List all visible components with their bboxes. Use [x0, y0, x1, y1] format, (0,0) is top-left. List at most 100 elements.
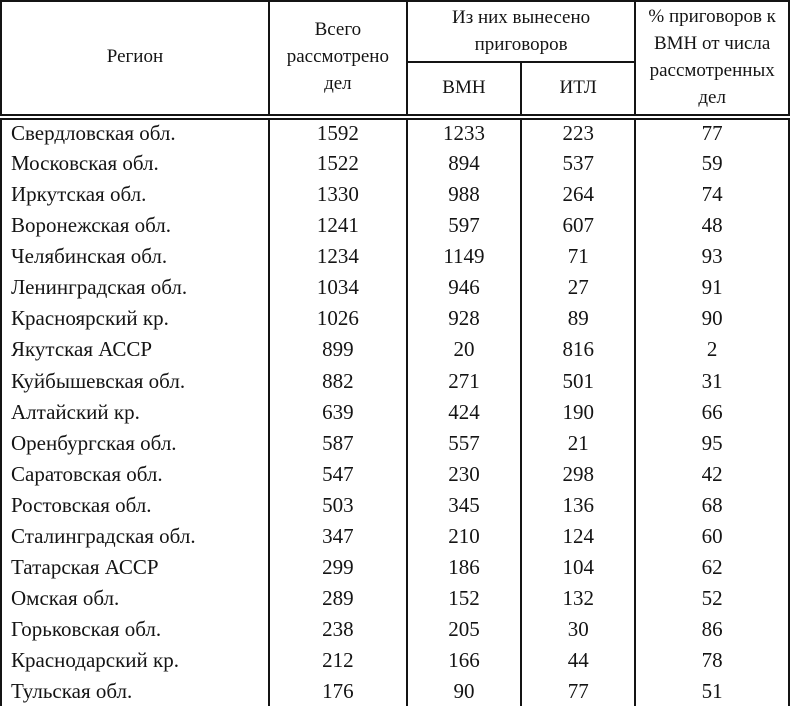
vmn-cell: 210 — [405, 521, 523, 553]
total-cases-cell: 1026 — [267, 303, 408, 335]
table-row: Иркутская обл. 1330 988 264 74 — [0, 179, 790, 211]
region-cell: Свердловская обл. — [0, 116, 270, 148]
itl-cell: 607 — [520, 210, 637, 242]
region-cell: Красноярский кр. — [0, 303, 270, 335]
itl-cell: 27 — [520, 272, 637, 304]
table-row: Ленинградская обл. 1034 946 27 91 — [0, 272, 790, 304]
total-cases-cell: 238 — [267, 614, 408, 646]
vmn-cell: 230 — [405, 458, 523, 490]
itl-cell: 77 — [520, 676, 637, 706]
table-header: Регион Всего рассмотрено дел Из них выне… — [0, 1, 790, 120]
total-cases-cell: 587 — [267, 427, 408, 459]
region-cell: Татарская АССР — [0, 552, 270, 584]
region-cell: Саратовская обл. — [0, 458, 270, 490]
table-row: Татарская АССР 299 186 104 62 — [0, 552, 790, 584]
region-cell: Куйбышевская обл. — [0, 365, 270, 397]
col-header-percent: % приговоров к ВМН от числа рассмотренны… — [634, 1, 790, 120]
vmn-cell: 1233 — [405, 116, 523, 148]
vmn-cell: 90 — [405, 676, 523, 706]
itl-cell: 132 — [520, 583, 637, 615]
total-cases-cell: 347 — [267, 521, 408, 553]
table-row: Челябинская обл. 1234 1149 71 93 — [0, 241, 790, 273]
table-row: Красноярский кр. 1026 928 89 90 — [0, 303, 790, 335]
vmn-cell: 424 — [405, 396, 523, 428]
region-cell: Омская обл. — [0, 583, 270, 615]
percent-cell: 68 — [634, 490, 790, 522]
table-body: Свердловская обл. 1592 1233 223 77 Моско… — [0, 116, 790, 706]
table-row: Алтайский кр. 639 424 190 66 — [0, 396, 790, 428]
vmn-cell: 20 — [405, 334, 523, 366]
table-row: Якутская АССР 899 20 816 2 — [0, 334, 790, 366]
vmn-cell: 1149 — [405, 241, 523, 273]
table-row: Горьковская обл. 238 205 30 86 — [0, 614, 790, 646]
total-cases-cell: 547 — [267, 458, 408, 490]
percent-cell: 78 — [634, 645, 790, 677]
itl-cell: 298 — [520, 458, 637, 490]
table-row: Московская обл. 1522 894 537 59 — [0, 147, 790, 180]
total-cases-cell: 639 — [267, 396, 408, 428]
total-cases-cell: 176 — [267, 676, 408, 706]
itl-cell: 264 — [520, 179, 637, 211]
percent-cell: 31 — [634, 365, 790, 397]
table-row: Тульская обл. 176 90 77 51 — [0, 676, 790, 706]
total-cases-cell: 1234 — [267, 241, 408, 273]
itl-cell: 190 — [520, 396, 637, 428]
table-row: Омская обл. 289 152 132 52 — [0, 583, 790, 615]
vmn-cell: 988 — [405, 179, 523, 211]
vmn-cell: 186 — [405, 552, 523, 584]
total-cases-cell: 503 — [267, 490, 408, 522]
vmn-cell: 205 — [405, 614, 523, 646]
percent-cell: 2 — [634, 334, 790, 366]
total-cases-cell: 289 — [267, 583, 408, 615]
table-row: Куйбышевская обл. 882 271 501 31 — [0, 365, 790, 397]
itl-cell: 501 — [520, 365, 637, 397]
percent-cell: 86 — [634, 614, 790, 646]
col-header-sentenced-group: Из них вынесено приговоров — [405, 1, 637, 64]
table-row: Сталинградская обл. 347 210 124 60 — [0, 521, 790, 553]
vmn-cell: 894 — [405, 147, 523, 180]
percent-cell: 66 — [634, 396, 790, 428]
total-cases-cell: 1034 — [267, 272, 408, 304]
region-cell: Краснодарский кр. — [0, 645, 270, 677]
vmn-cell: 345 — [405, 490, 523, 522]
itl-cell: 537 — [520, 147, 637, 180]
col-header-itl: ИТЛ — [520, 62, 637, 120]
percent-cell: 48 — [634, 210, 790, 242]
region-cell: Ленинградская обл. — [0, 272, 270, 304]
region-cell: Московская обл. — [0, 147, 270, 180]
vmn-cell: 928 — [405, 303, 523, 335]
region-cell: Сталинградская обл. — [0, 521, 270, 553]
percent-cell: 51 — [634, 676, 790, 706]
table-row: Ростовская обл. 503 345 136 68 — [0, 490, 790, 522]
percent-cell: 95 — [634, 427, 790, 459]
itl-cell: 89 — [520, 303, 637, 335]
percent-cell: 91 — [634, 272, 790, 304]
region-cell: Челябинская обл. — [0, 241, 270, 273]
itl-cell: 816 — [520, 334, 637, 366]
percent-cell: 42 — [634, 458, 790, 490]
total-cases-cell: 212 — [267, 645, 408, 677]
header-row-sub: ВМН ИТЛ — [1, 62, 789, 120]
total-cases-cell: 299 — [267, 552, 408, 584]
vmn-cell: 152 — [405, 583, 523, 615]
itl-cell: 104 — [520, 552, 637, 584]
region-cell: Воронежская обл. — [0, 210, 270, 242]
itl-cell: 71 — [520, 241, 637, 273]
region-cell: Оренбургская обл. — [0, 427, 270, 459]
itl-cell: 124 — [520, 521, 637, 553]
total-cases-cell: 1241 — [267, 210, 408, 242]
vmn-cell: 166 — [405, 645, 523, 677]
percent-cell: 74 — [634, 179, 790, 211]
percent-cell: 93 — [634, 241, 790, 273]
itl-cell: 30 — [520, 614, 637, 646]
vmn-cell: 946 — [405, 272, 523, 304]
vmn-cell: 557 — [405, 427, 523, 459]
table-row: Краснодарский кр. 212 166 44 78 — [0, 645, 790, 677]
table-row: Саратовская обл. 547 230 298 42 — [0, 458, 790, 490]
region-cell: Тульская обл. — [0, 676, 270, 706]
region-cell: Горьковская обл. — [0, 614, 270, 646]
total-cases-cell: 1522 — [267, 147, 408, 180]
percent-cell: 62 — [634, 552, 790, 584]
col-header-vmn: ВМН — [405, 62, 523, 120]
